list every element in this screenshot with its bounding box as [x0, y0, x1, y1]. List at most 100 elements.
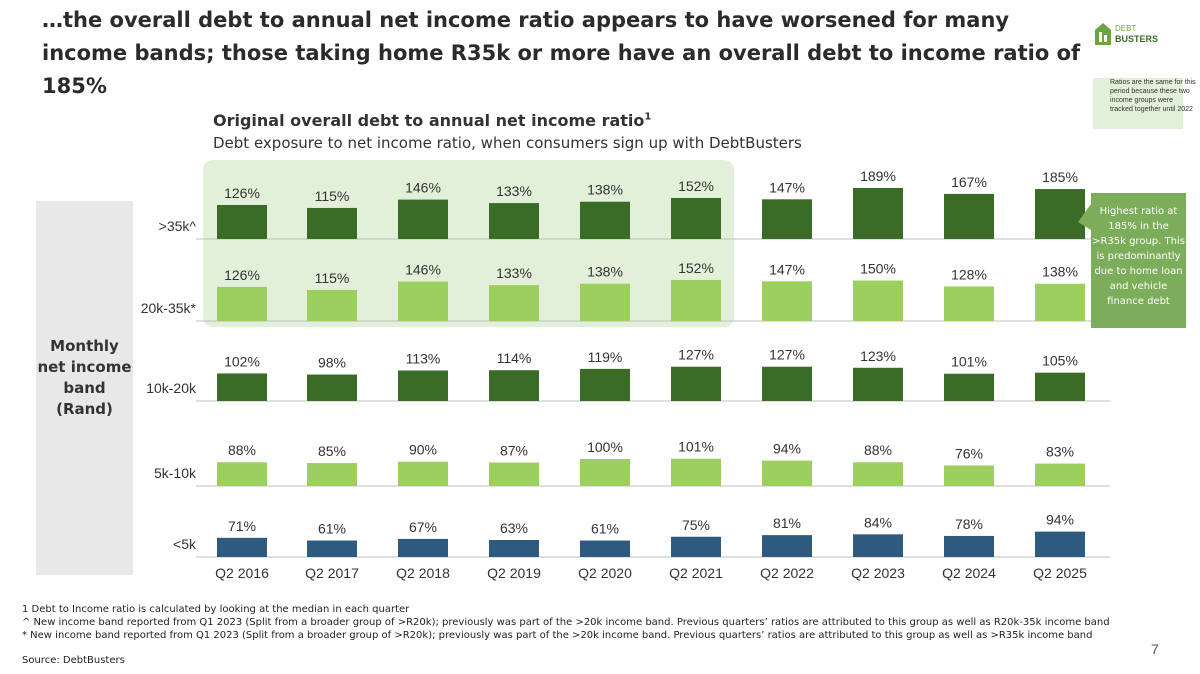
- bar: [217, 204, 267, 239]
- data-label: 115%: [315, 188, 350, 204]
- bar: [671, 279, 721, 321]
- data-label: 75%: [682, 517, 710, 533]
- data-label: 133%: [496, 183, 532, 199]
- bar: [1035, 531, 1085, 557]
- x-tick-label: Q2 2021: [669, 565, 723, 581]
- data-label: 88%: [228, 442, 256, 458]
- row-label: <5k: [173, 536, 197, 552]
- legend-note-swatch: [1093, 78, 1183, 129]
- bar: [398, 370, 448, 401]
- data-label: 87%: [500, 443, 528, 459]
- bar: [671, 366, 721, 401]
- bar: [1035, 463, 1085, 486]
- axis-label-line-4: (Rand): [56, 400, 113, 418]
- x-tick-label: Q2 2019: [487, 565, 541, 581]
- axis-label-line-1: Monthly: [50, 337, 119, 355]
- data-label: 113%: [406, 350, 441, 366]
- data-label: 100%: [587, 439, 623, 455]
- data-label: 81%: [773, 515, 801, 531]
- bar: [398, 199, 448, 239]
- data-label: 146%: [405, 262, 441, 278]
- data-label: 138%: [1042, 264, 1078, 280]
- bar: [671, 458, 721, 486]
- bar: [944, 465, 994, 486]
- bar: [580, 459, 630, 486]
- row-label: 10k-20k: [146, 380, 197, 396]
- bar: [853, 462, 903, 486]
- x-tick-label: Q2 2017: [305, 565, 359, 581]
- data-label: 152%: [678, 260, 714, 276]
- data-label: 67%: [409, 519, 437, 535]
- logo-line1: DEBT: [1115, 24, 1137, 33]
- data-label: 167%: [951, 174, 987, 190]
- legend-note-text: Ratios are the same for this period beca…: [1110, 79, 1196, 113]
- bar: [489, 462, 539, 486]
- bar: [853, 187, 903, 239]
- chart-subtitle: Debt exposure to net income ratio, when …: [213, 134, 802, 152]
- bar: [853, 534, 903, 557]
- bar: [580, 368, 630, 401]
- x-tick-label: Q2 2023: [851, 565, 905, 581]
- bar: [1035, 283, 1085, 321]
- row-label: >35k^: [159, 218, 197, 234]
- data-label: 84%: [864, 514, 892, 530]
- chart-title-text: Original overall debt to annual net inco…: [213, 111, 645, 130]
- x-tick-label: Q2 2018: [396, 565, 450, 581]
- data-label: 138%: [587, 182, 623, 198]
- bar: [1035, 189, 1085, 239]
- x-tick-label: Q2 2022: [760, 565, 814, 581]
- x-tick-label: Q2 2025: [1033, 565, 1087, 581]
- bar: [762, 281, 812, 321]
- source-note: Source: DebtBusters: [22, 655, 125, 666]
- callout-pointer-icon: [1078, 204, 1091, 230]
- footnote-2: ^ New income band reported from Q1 2023 …: [22, 617, 1110, 628]
- bar: [580, 201, 630, 239]
- logo-mark-icon: [1095, 23, 1111, 45]
- bar: [944, 373, 994, 401]
- debtbusters-logo: DEBT BUSTERS: [1093, 20, 1163, 50]
- bar: [398, 281, 448, 321]
- bar: [762, 366, 812, 401]
- data-label: 63%: [500, 520, 528, 536]
- callout-text: Highest ratio at 185% in the >R35k group…: [1092, 206, 1185, 307]
- bar: [944, 193, 994, 239]
- data-label: 185%: [1042, 169, 1078, 185]
- data-label: 76%: [955, 445, 983, 461]
- data-label: 126%: [224, 267, 260, 283]
- bar: [944, 286, 994, 321]
- data-label: 128%: [951, 266, 987, 282]
- data-label: 123%: [860, 348, 896, 364]
- bar: [944, 535, 994, 557]
- data-label: 94%: [773, 441, 801, 457]
- data-label: 105%: [1042, 353, 1078, 369]
- income-band-axis-label: Monthly net income band (Rand): [36, 336, 133, 420]
- data-label: 133%: [496, 265, 532, 281]
- data-label: 147%: [769, 261, 805, 277]
- bar: [307, 374, 357, 401]
- bar: [307, 540, 357, 557]
- bar: [762, 535, 812, 557]
- data-label: 61%: [318, 521, 346, 537]
- data-label: 101%: [678, 439, 714, 455]
- data-label: 126%: [224, 185, 260, 201]
- data-label: 85%: [318, 443, 346, 459]
- footnote-1: 1 Debt to Income ratio is calculated by …: [22, 604, 410, 615]
- bar: [762, 460, 812, 486]
- chart-title-footnote-mark: 1: [644, 111, 652, 123]
- data-label: 90%: [409, 442, 437, 458]
- bar: [671, 197, 721, 239]
- data-label: 147%: [769, 179, 805, 195]
- data-label: 78%: [955, 516, 983, 532]
- bar: [489, 285, 539, 321]
- bar: [217, 462, 267, 486]
- row-label: 5k-10k: [154, 465, 197, 481]
- bar: [217, 373, 267, 401]
- footnotes: 1 Debt to Income ratio is calculated by …: [22, 603, 1110, 642]
- bar: [580, 283, 630, 321]
- page-number: 7: [1151, 641, 1159, 657]
- shaded-period-highlight: [203, 160, 734, 327]
- bar: [307, 289, 357, 321]
- data-label: 101%: [951, 354, 987, 370]
- footnote-3: * New income band reported from Q1 2023 …: [22, 630, 1093, 641]
- bar: [853, 280, 903, 321]
